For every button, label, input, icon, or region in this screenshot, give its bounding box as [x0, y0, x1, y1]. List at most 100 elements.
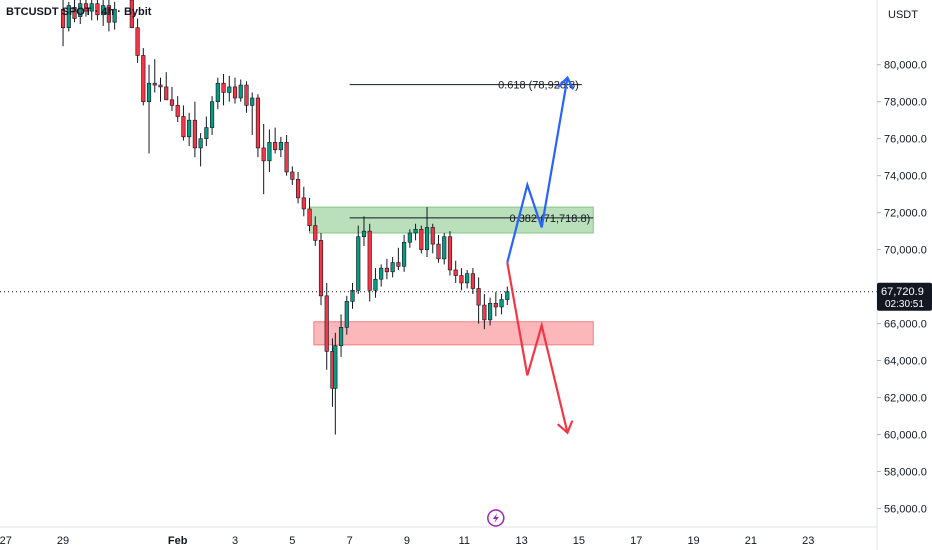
candle-down [453, 260, 458, 283]
currency-label: USDT [888, 9, 918, 21]
candle-up [210, 96, 215, 135]
x-tick-label: 15 [573, 535, 585, 547]
fib-level-label: 0.618 (78,920.8) [498, 80, 579, 92]
candle-up [333, 332, 338, 435]
x-tick-label: 23 [802, 535, 814, 547]
candle-body [499, 299, 504, 308]
x-tick-label: 9 [404, 535, 410, 547]
candle-down [158, 77, 163, 102]
y-tick-label: 66,000.0 [884, 319, 927, 331]
candle-down [135, 18, 140, 63]
candle-down [290, 166, 295, 185]
candle-body [284, 142, 289, 173]
candle-body [164, 86, 169, 101]
candle-body [453, 269, 458, 276]
candle-down [83, 0, 89, 17]
candle-body [187, 119, 192, 138]
candle-down [255, 94, 261, 158]
candle-body [430, 227, 435, 245]
candle-down [493, 292, 498, 317]
candle-up [338, 314, 344, 357]
bearish-projection-arrowhead [556, 420, 574, 435]
candle-body [129, 0, 134, 29]
candle-body [169, 99, 175, 106]
candle-up [442, 232, 447, 265]
x-tick-label: 11 [459, 535, 470, 547]
candle-body [152, 82, 157, 86]
candle-body [350, 290, 355, 302]
candle-down [164, 72, 169, 101]
candle-body [95, 3, 100, 16]
candle-body [493, 302, 498, 308]
candle-down [284, 134, 289, 176]
zones-layer [309, 206, 594, 346]
candle-up [278, 136, 283, 158]
candle-body [407, 232, 412, 243]
candle-body [210, 101, 215, 128]
current-price-value: 67,720.9 [881, 286, 924, 298]
candle-up [390, 257, 395, 278]
countdown-timer: 02:30:51 [885, 299, 924, 310]
candle-body [402, 241, 407, 267]
candle-body [198, 138, 203, 149]
candle-body [324, 295, 329, 352]
candle-down [396, 247, 401, 270]
candle-body [295, 179, 301, 199]
candle-body [204, 127, 209, 139]
candle-body [106, 5, 111, 23]
candle-up [204, 116, 209, 147]
price-axis[interactable]: 80,000.0 78,000.0 76,000.0 74,000.0 72,000.0… [876, 0, 927, 550]
support-zone [313, 321, 594, 346]
candle-body [273, 142, 278, 151]
candle-down [295, 171, 301, 204]
lightning-icon[interactable] [487, 509, 505, 527]
candle-body [465, 273, 470, 284]
candle-body [175, 105, 180, 117]
candle-body [413, 228, 418, 234]
candle-body [367, 230, 372, 291]
candle-down [313, 216, 318, 246]
y-tick-label: 72,000.0 [884, 208, 927, 220]
candle-up [250, 92, 255, 135]
resistance-zone [309, 206, 594, 234]
candle-up [350, 282, 355, 309]
candle-body [419, 228, 424, 250]
candle-body [482, 304, 487, 321]
candle-up [146, 64, 152, 154]
time-axis[interactable]: 27 29 Feb 3 5 7 9 11 13 15 17 19 21 23 [0, 526, 877, 547]
candle-up [499, 294, 504, 315]
candle-body [72, 7, 77, 19]
candle-body [424, 227, 430, 250]
candle-body [244, 84, 249, 106]
candle-down [430, 223, 435, 254]
candle-down [324, 282, 329, 370]
candle-body [361, 230, 367, 237]
bullish-projection [506, 77, 569, 263]
candle-body [436, 243, 441, 260]
candle-body [78, 3, 83, 17]
candle-down [152, 59, 157, 93]
x-tick-label: 27 [0, 535, 12, 547]
candle-body [141, 55, 146, 103]
fib-level-label: 0.382 (71,718.8) [510, 213, 591, 225]
candle-body [112, 8, 117, 23]
candle-up [78, 0, 83, 25]
candle-down [181, 105, 186, 141]
candle-down [129, 0, 134, 29]
candle-down [232, 77, 238, 104]
candle-body [261, 147, 266, 162]
candle-body [379, 267, 384, 280]
candle-body [192, 119, 197, 149]
candle-down [482, 294, 487, 330]
candle-up [465, 269, 470, 289]
candle-down [192, 101, 197, 158]
x-tick-label: 5 [289, 535, 295, 547]
candle-down [95, 0, 100, 21]
candle-down [419, 225, 424, 254]
x-tick-label: 21 [745, 535, 757, 547]
candle-body [470, 273, 475, 289]
y-tick-label: 80,000.0 [884, 60, 927, 72]
candle-up [407, 229, 412, 248]
